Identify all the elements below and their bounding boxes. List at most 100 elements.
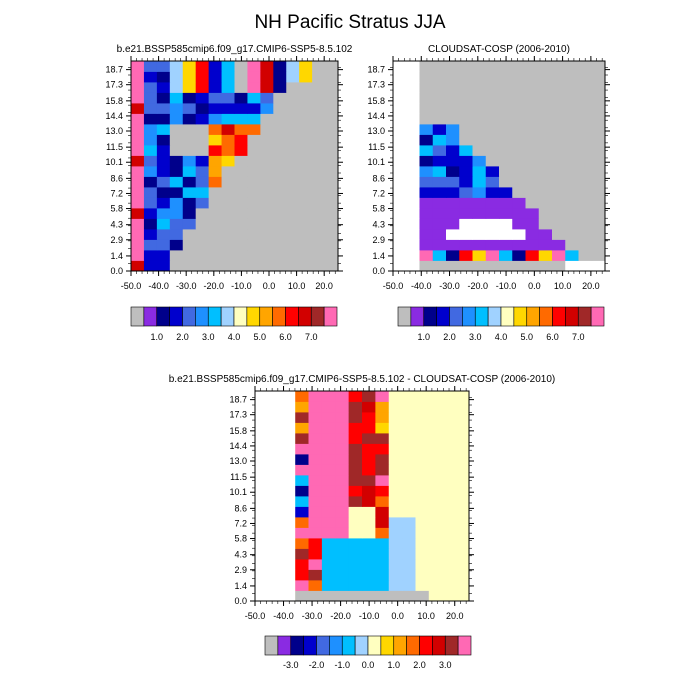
heatmap-cell [321, 454, 336, 465]
heatmap-cell [335, 538, 350, 549]
heatmap-cell [299, 113, 313, 125]
heatmap-cell [286, 166, 300, 177]
heatmap-cell [131, 250, 145, 261]
y-tick-label: 4.3 [372, 220, 385, 230]
heatmap-cell [512, 166, 526, 177]
heatmap-cell [406, 197, 420, 209]
y-tick-label: 7.2 [110, 188, 123, 198]
x-tick-label: 0.0 [528, 281, 541, 291]
x-tick-label: -10.0 [359, 611, 380, 621]
heatmap-cell [308, 454, 323, 465]
heatmap-cell [247, 187, 261, 198]
heatmap-cell [321, 517, 336, 528]
y-tick-label: 17.3 [105, 80, 123, 90]
colorbar: -3.0 -2.0 -1.0 0.0 1.0 2.0 3.0 [264, 635, 472, 670]
heatmap-cell [325, 229, 339, 240]
heatmap-cell [335, 443, 350, 455]
heatmap-cell [286, 124, 300, 135]
heatmap-cell [472, 166, 487, 177]
heatmap-cell [459, 103, 473, 114]
heatmap-cell [308, 433, 323, 444]
heatmap-cell [321, 391, 336, 402]
x-tick-label: -30.0 [176, 281, 197, 291]
colorbar-label: 2.0 [176, 332, 189, 342]
colorbar-swatch [156, 306, 170, 327]
heatmap-cell [260, 155, 274, 167]
heatmap-cell [234, 155, 248, 167]
heatmap-cell [525, 134, 540, 146]
colorbar-swatch [316, 635, 330, 656]
heatmap-cell [295, 454, 309, 465]
heatmap-cell [538, 145, 553, 156]
heatmap-cell [552, 61, 566, 72]
x-tick-label: -20.0 [468, 281, 489, 291]
heatmap-cell [335, 464, 350, 476]
heatmap-cell [182, 250, 197, 261]
heatmap-cell [348, 485, 363, 497]
heatmap-cell [321, 559, 336, 570]
heatmap-cell [446, 61, 460, 72]
heatmap-cell [432, 218, 447, 230]
heatmap-cell [472, 124, 487, 135]
y-tick-label: 8.6 [234, 503, 247, 513]
heatmap-cell [273, 166, 287, 177]
heatmap-cell [312, 187, 326, 198]
heatmap-cell [247, 155, 261, 167]
heatmap-cell [234, 166, 248, 177]
heatmap-cell [538, 197, 553, 209]
heatmap-cell [321, 464, 336, 476]
heatmap-cell [325, 71, 339, 83]
heatmap-cell [143, 239, 158, 251]
heatmap-cell [402, 548, 416, 560]
heatmap-cell [538, 260, 553, 272]
heatmap-cell [321, 569, 336, 581]
y-tick-label: 13.0 [105, 126, 123, 136]
heatmap-cell [260, 103, 274, 114]
heatmap-cell [299, 134, 313, 146]
colorbar-swatch [264, 635, 279, 656]
colorbar-label: 1.0 [387, 660, 400, 670]
heatmap-cell [406, 166, 420, 177]
y-tick-label: 8.6 [372, 173, 385, 183]
heatmap-cell [565, 113, 579, 125]
heatmap-cell [195, 155, 210, 167]
colorbar-swatch [259, 306, 273, 327]
heatmap-cell [499, 92, 513, 104]
colorbar-swatch [233, 306, 248, 327]
heatmap-cell [525, 208, 540, 219]
heatmap-cell [182, 208, 197, 219]
heatmap-cell [402, 412, 416, 423]
heatmap-cell [169, 208, 184, 219]
heatmap-cell [432, 239, 447, 251]
heatmap-cell [472, 187, 487, 198]
heatmap-cell [195, 229, 210, 240]
heatmap-cell [312, 218, 326, 230]
heatmap-cell [432, 187, 447, 198]
heatmap-cell [286, 113, 300, 125]
heatmap-cell [208, 124, 222, 135]
heatmap-cell [388, 422, 403, 434]
heatmap-cell [406, 145, 420, 156]
heatmap-cell [415, 412, 430, 423]
heatmap-cell [499, 166, 513, 177]
heatmap-cell [565, 155, 579, 167]
heatmap-cell [312, 103, 326, 114]
heatmap-cell [388, 496, 403, 507]
heatmap-cell [591, 113, 606, 125]
colorbar-swatch [169, 306, 183, 327]
heatmap-cell [325, 134, 339, 146]
y-tick-label: 14.4 [105, 111, 123, 121]
heatmap-cell [525, 92, 540, 104]
heatmap-cell [234, 187, 248, 198]
heatmap-cell [525, 166, 540, 177]
heatmap-cell [169, 82, 184, 93]
heatmap-cell [565, 61, 579, 72]
heatmap-cell [182, 187, 197, 198]
heatmap-cell [388, 580, 403, 591]
heatmap-cell [578, 113, 593, 125]
heatmap-cell [308, 443, 323, 455]
x-tick-label: 10.0 [288, 281, 306, 291]
heatmap-cell [375, 590, 390, 602]
heatmap-cell [182, 239, 197, 251]
heatmap-cell [156, 250, 171, 261]
